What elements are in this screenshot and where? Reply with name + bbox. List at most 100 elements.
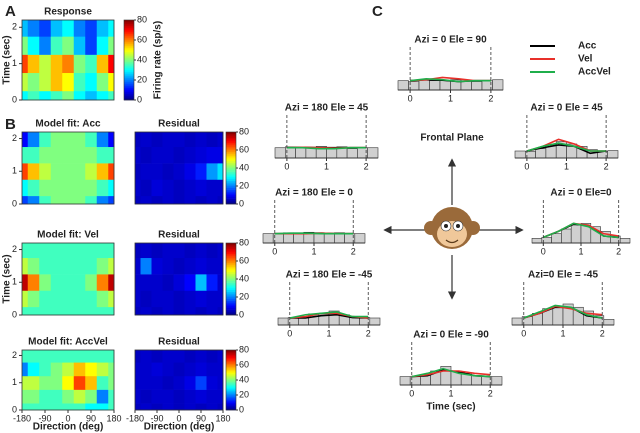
heat-cell xyxy=(62,132,75,148)
heat-cell xyxy=(108,350,115,363)
colorbar-segment xyxy=(226,135,236,138)
heat-cell xyxy=(217,179,224,197)
x-tick-label: -180 xyxy=(13,413,31,423)
heat-cell xyxy=(195,132,207,148)
colorbar-segment xyxy=(226,273,236,276)
colorbar-segment xyxy=(226,268,236,271)
colorbar-segment xyxy=(226,180,236,183)
x-tick-label: 2 xyxy=(488,93,493,103)
heat-cell xyxy=(206,163,218,180)
heat-cell xyxy=(85,290,98,308)
heat-cell xyxy=(27,274,40,291)
x-tick-label: 1 xyxy=(448,388,453,398)
colorbar-tick-label: 60 xyxy=(137,34,147,44)
heat-cell xyxy=(140,389,152,404)
heat-cell xyxy=(62,90,75,101)
heat-cell xyxy=(85,350,98,363)
heat-cell xyxy=(184,306,196,316)
heat-cell xyxy=(39,243,52,259)
panel-label: B xyxy=(5,116,16,133)
heat-cell xyxy=(162,132,174,148)
heat-cell xyxy=(73,163,86,180)
colorbar-segment xyxy=(226,175,236,178)
heat-cell xyxy=(173,362,185,377)
colorbar-segment xyxy=(226,289,236,292)
colorbar-segment xyxy=(226,286,236,289)
heat-cell xyxy=(73,20,86,37)
colorbar-segment xyxy=(226,360,236,363)
fit-curve xyxy=(289,311,369,319)
panel-title: Residual xyxy=(158,230,200,241)
heat-cell xyxy=(50,20,63,37)
colorbar-segment xyxy=(226,191,236,194)
panel-title: Model fit: Acc xyxy=(35,119,101,130)
heat-cell xyxy=(140,290,152,308)
colorbar-segment xyxy=(226,378,236,381)
colorbar-segment xyxy=(226,389,236,391)
heat-cell xyxy=(151,179,163,197)
heat-cell xyxy=(140,362,152,377)
colorbar-segment xyxy=(226,386,236,388)
heat-cell xyxy=(73,290,86,308)
colorbar-tick-label: 40 xyxy=(239,162,249,172)
colorbar-segment xyxy=(124,96,134,99)
colorbar-segment xyxy=(226,293,236,296)
colorbar-segment xyxy=(226,202,236,205)
colorbar-segment xyxy=(226,193,236,196)
heat-cell xyxy=(195,290,207,308)
colorbar-segment xyxy=(226,266,236,269)
x-tick-label: 2 xyxy=(600,328,605,338)
heat-cell xyxy=(62,403,75,411)
colorbar-segment xyxy=(226,178,236,181)
colorbar-segment xyxy=(226,359,236,361)
heat-cell xyxy=(162,350,174,363)
colorbar-segment xyxy=(226,139,236,142)
heat-cell xyxy=(27,306,40,316)
heat-cell xyxy=(135,362,141,377)
heat-cell xyxy=(151,362,163,377)
y-axis-label: Time (sec) xyxy=(2,254,13,303)
heat-cell xyxy=(50,375,63,390)
heat-cell xyxy=(22,72,29,92)
histogram-bar xyxy=(492,79,504,91)
y-tick-label: 0 xyxy=(12,309,17,319)
heat-cell xyxy=(108,243,115,259)
y-tick-label: 2 xyxy=(12,350,17,360)
heat-cell xyxy=(162,389,174,404)
heat-cell xyxy=(27,362,40,377)
heat-cell xyxy=(135,290,141,308)
colorbar-segment xyxy=(226,311,236,314)
heat-cell xyxy=(73,179,86,197)
x-tick-label: -180 xyxy=(126,413,144,423)
heat-cell xyxy=(27,90,40,101)
heat-cell xyxy=(96,243,109,259)
y-tick-label: 0 xyxy=(12,198,17,208)
colorbar-segment xyxy=(124,44,134,47)
colorbar-segment xyxy=(124,38,134,41)
psth-title: Azi = 0 Ele = 90 xyxy=(414,35,487,46)
heat-cell xyxy=(135,195,141,205)
heat-cell xyxy=(73,274,86,291)
colorbar-segment xyxy=(226,142,236,145)
heat-cell xyxy=(39,306,52,316)
heat-cell xyxy=(22,20,29,37)
heat-cell xyxy=(39,274,52,291)
x-tick-label: 0 xyxy=(524,161,529,171)
colorbar-segment xyxy=(226,151,236,154)
legend-label: Vel xyxy=(578,54,593,65)
colorbar-segment xyxy=(226,168,236,171)
colorbar-segment xyxy=(124,42,134,45)
heat-cell xyxy=(173,243,185,259)
heat-cell xyxy=(217,306,224,316)
heat-cell xyxy=(140,274,152,291)
colorbar-segment xyxy=(226,380,236,382)
heat-cell xyxy=(195,195,207,205)
colorbar-tick-label: 60 xyxy=(239,144,249,154)
heat-cell xyxy=(108,179,115,197)
histogram-bar xyxy=(439,80,451,91)
heat-cell xyxy=(184,179,196,197)
colorbar-segment xyxy=(124,82,134,85)
histogram-bar xyxy=(552,306,564,326)
colorbar-tick-label: 40 xyxy=(239,273,249,283)
heat-cell xyxy=(184,403,196,411)
